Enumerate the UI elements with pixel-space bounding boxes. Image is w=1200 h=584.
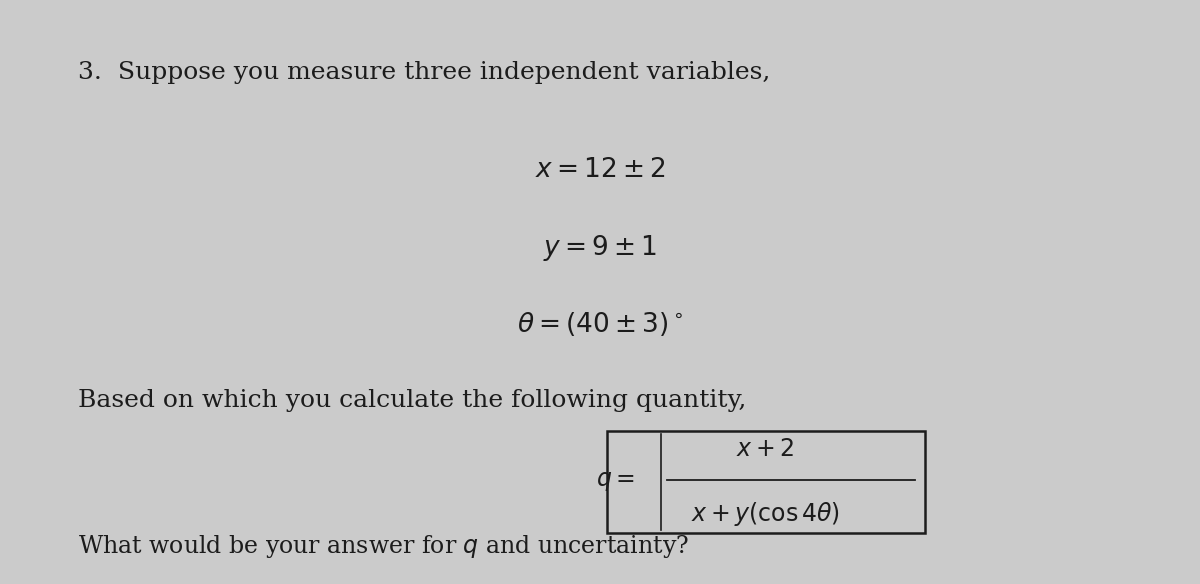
Text: $x + 2$: $x + 2$	[737, 438, 794, 461]
Text: 3.  Suppose you measure three independent variables,: 3. Suppose you measure three independent…	[78, 61, 770, 85]
Text: $y = 9 \pm 1$: $y = 9 \pm 1$	[542, 233, 658, 263]
Text: Based on which you calculate the following quantity,: Based on which you calculate the followi…	[78, 388, 746, 412]
Text: $\theta = (40 \pm 3)^\circ$: $\theta = (40 \pm 3)^\circ$	[517, 310, 683, 338]
Text: What would be your answer for $q$ and uncertainty?: What would be your answer for $q$ and un…	[78, 533, 689, 559]
Text: $x = 12 \pm 2$: $x = 12 \pm 2$	[535, 157, 665, 182]
Text: $x + y(\mathrm{cos}\,4\theta)$: $x + y(\mathrm{cos}\,4\theta)$	[691, 500, 840, 528]
Text: $q = $: $q = $	[596, 470, 635, 493]
